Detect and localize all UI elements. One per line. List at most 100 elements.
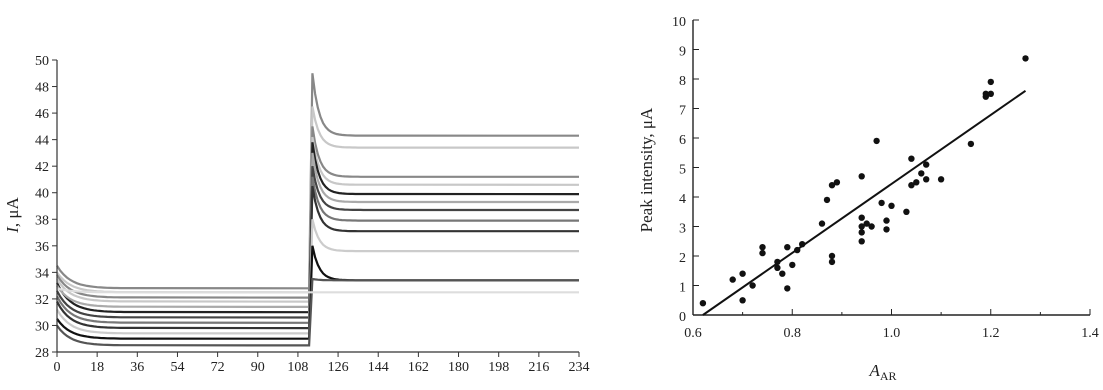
scatter-point bbox=[759, 249, 766, 257]
left-series-group bbox=[56, 73, 580, 347]
right-y-tick-label: 5 bbox=[679, 163, 686, 178]
left-x-tick-label: 180 bbox=[448, 360, 469, 375]
left-y-tick-label: 32 bbox=[35, 293, 49, 308]
left-y-tick-label: 28 bbox=[35, 346, 49, 361]
left-y-tick-label: 30 bbox=[35, 319, 49, 334]
left-x-tick-label: 72 bbox=[211, 360, 225, 375]
scatter-point bbox=[784, 244, 791, 251]
scatter-point bbox=[987, 78, 994, 86]
left-y-tick-label: 48 bbox=[35, 81, 49, 96]
scatter-point bbox=[982, 90, 989, 98]
right-x-tick-label: 1.4 bbox=[1081, 326, 1099, 341]
scatter-point bbox=[1022, 55, 1029, 62]
right-x-axis-title-subscript: AR bbox=[880, 369, 897, 383]
scatter-point bbox=[873, 137, 880, 145]
scatter-point bbox=[863, 220, 870, 227]
left-y-tick-label: 42 bbox=[35, 160, 49, 175]
current-time-chart-svg: 0 18 36 54 72 90 108 126 144 162 180 198 216 234 28 30 3… bbox=[3, 54, 590, 375]
left-tick-labels: 0 18 36 54 72 90 108 126 144 162 180 198 216 234 28 30 3… bbox=[35, 54, 590, 375]
scatter-point bbox=[923, 176, 930, 183]
left-y-axis-title-symbol: I bbox=[3, 226, 22, 234]
left-series-line-5 bbox=[56, 142, 580, 314]
left-x-tick-label: 234 bbox=[569, 360, 590, 375]
left-series-line-13 bbox=[56, 287, 579, 294]
scatter-point bbox=[967, 140, 975, 148]
scatter-point bbox=[937, 176, 945, 183]
left-series-line-4 bbox=[56, 136, 580, 303]
current-time-chart: 0 18 36 54 72 90 108 126 144 162 180 198 216 234 28 30 3… bbox=[3, 54, 590, 375]
left-x-tick-label: 162 bbox=[408, 360, 429, 375]
scatter-point bbox=[828, 252, 836, 260]
left-x-tick-label: 126 bbox=[328, 360, 349, 375]
scatter-point bbox=[858, 229, 865, 236]
right-y-tick-label: 0 bbox=[679, 310, 686, 325]
scatter-point bbox=[833, 179, 841, 186]
scatter-point bbox=[858, 173, 865, 180]
left-y-tick-label: 46 bbox=[35, 107, 49, 122]
scatter-point bbox=[828, 258, 836, 266]
right-x-axis-title: AAR bbox=[868, 361, 896, 383]
fit-line bbox=[702, 89, 1027, 316]
right-tick-labels: 0.6 0.8 1.0 1.2 1.4 0 1 2 3 4 5 6 7 8 9 10 bbox=[672, 15, 1099, 341]
right-x-tick-label: 0.6 bbox=[684, 326, 702, 341]
scatter-point bbox=[779, 270, 786, 277]
left-series-line-12 bbox=[56, 277, 579, 347]
scatter-point bbox=[868, 223, 875, 230]
left-x-tick-label: 90 bbox=[251, 360, 265, 375]
left-y-axis-title-unit: , μA bbox=[3, 197, 22, 228]
left-y-tick-label: 36 bbox=[35, 240, 49, 255]
left-x-tick-label: 144 bbox=[368, 360, 389, 375]
scatter-point bbox=[903, 208, 910, 215]
scatter-point bbox=[784, 285, 791, 292]
scatter-point bbox=[739, 270, 746, 277]
left-series-line-7 bbox=[56, 165, 579, 319]
scatter-point bbox=[749, 282, 756, 289]
scatter-point bbox=[888, 202, 895, 209]
right-x-tick-label: 1.2 bbox=[982, 326, 1000, 341]
scatter-point bbox=[908, 182, 915, 189]
scatter-point bbox=[923, 161, 930, 168]
right-y-tick-label: 7 bbox=[679, 104, 686, 119]
right-axes bbox=[692, 19, 1091, 316]
scatter-point bbox=[774, 264, 781, 271]
scatter-point bbox=[699, 300, 707, 307]
left-y-tick-label: 44 bbox=[35, 134, 49, 149]
left-x-tick-label: 198 bbox=[488, 360, 509, 375]
scatter-point bbox=[858, 238, 865, 245]
left-x-tick-label: 54 bbox=[170, 360, 184, 375]
left-axes bbox=[52, 59, 580, 357]
scatter-point bbox=[918, 170, 925, 177]
scatter-point bbox=[823, 196, 831, 204]
left-x-tick-label: 108 bbox=[287, 360, 308, 375]
right-y-tick-label: 8 bbox=[679, 74, 686, 89]
right-points-group bbox=[699, 55, 1029, 307]
right-x-axis-title-symbol: A bbox=[868, 361, 880, 380]
right-x-tick-label: 1.0 bbox=[883, 326, 901, 341]
left-x-tick-label: 0 bbox=[54, 360, 61, 375]
left-y-tick-label: 50 bbox=[35, 54, 49, 69]
scatter-point bbox=[883, 226, 890, 233]
scatter-point bbox=[729, 276, 736, 283]
scatter-point bbox=[878, 199, 885, 207]
right-x-tick-label: 0.8 bbox=[784, 326, 802, 341]
left-y-tick-label: 34 bbox=[35, 266, 49, 281]
right-y-tick-label: 6 bbox=[679, 133, 686, 148]
scatter-point bbox=[759, 244, 766, 251]
right-y-tick-label: 3 bbox=[679, 222, 686, 237]
right-y-tick-label: 9 bbox=[679, 45, 686, 60]
scatter-point bbox=[739, 297, 746, 304]
peak-intensity-scatter: 0.6 0.8 1.0 1.2 1.4 0 1 2 3 4 5 6 7 8 9 10 Peak intensi… bbox=[610, 0, 1103, 385]
right-y-tick-label: 10 bbox=[672, 15, 686, 30]
right-y-axis-title: Peak intensity, μA bbox=[637, 107, 656, 232]
scatter-point bbox=[987, 90, 994, 98]
right-y-tick-label: 4 bbox=[679, 192, 686, 207]
left-y-tick-label: 40 bbox=[35, 187, 49, 202]
scatter-point bbox=[913, 179, 920, 186]
scatter-point bbox=[858, 214, 865, 221]
peak-intensity-scatter-svg: 0.6 0.8 1.0 1.2 1.4 0 1 2 3 4 5 6 7 8 9 10 Peak intensi… bbox=[637, 15, 1099, 383]
scatter-point bbox=[908, 155, 915, 162]
right-y-tick-label: 1 bbox=[679, 281, 686, 296]
left-y-axis-title: I, μA bbox=[3, 197, 22, 234]
scatter-point bbox=[789, 261, 796, 269]
left-x-tick-label: 216 bbox=[528, 360, 549, 375]
